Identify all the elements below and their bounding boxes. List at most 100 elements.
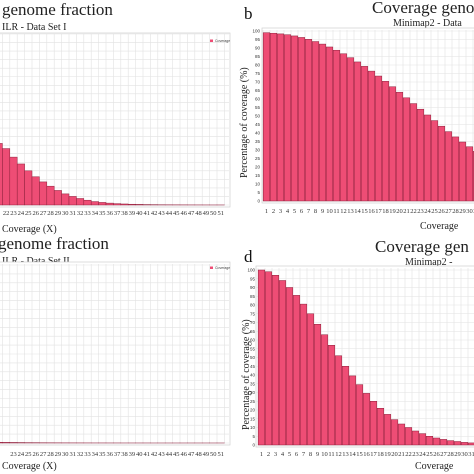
x-tick-label: 39 [129, 451, 136, 458]
y-tick-label: 5 [257, 190, 260, 195]
panel-b-xlabel: Coverage [420, 221, 459, 232]
bar [395, 91, 404, 202]
x-tick-label: 37 [114, 210, 121, 217]
bar [418, 433, 427, 446]
x-tick-label: 26 [32, 451, 39, 458]
y-tick-label: 35 [255, 139, 261, 144]
x-tick-label: 22 [3, 210, 10, 217]
x-tick-label: 26 [32, 210, 39, 217]
bar [346, 57, 355, 202]
panel-b-ylabel: Percentage of coverage (%) [239, 67, 250, 178]
x-tick-label: 32 [77, 451, 84, 458]
bar [444, 131, 453, 202]
panel-d-y-ticks: 0 5 10 15 20 25 30 35 40 45 50 55 60 65 70 75 80 85 90 95 10… [247, 268, 255, 448]
x-tick-label: 26 [438, 208, 445, 215]
bar [402, 97, 411, 202]
x-tick-label: 12 [340, 208, 347, 215]
bar [135, 204, 144, 206]
x-tick-label: 23 [10, 451, 17, 458]
bar [76, 198, 85, 206]
bar [264, 271, 273, 446]
bar [127, 203, 136, 206]
bar [285, 287, 294, 446]
x-tick-label: 21 [403, 208, 410, 215]
x-tick-label: 50 [210, 451, 217, 458]
x-tick-label: 2 [267, 451, 270, 458]
y-tick-label: 65 [250, 329, 256, 334]
panel-b-subtitle: Minimap2 - Data [393, 18, 462, 29]
y-tick-label: 80 [255, 63, 261, 68]
bar [306, 313, 315, 446]
x-tick-label: 29 [55, 451, 62, 458]
bar [2, 148, 11, 206]
x-tick-label: 27 [40, 451, 47, 458]
bar [327, 345, 336, 446]
bar [374, 75, 383, 202]
y-tick-label: 80 [250, 303, 256, 308]
bar [390, 419, 399, 446]
y-tick-label: 50 [250, 355, 256, 360]
x-tick-label: 3 [274, 451, 277, 458]
panel-c-xlabel: Coverage (X) [2, 461, 57, 472]
x-tick-label: 51 [217, 210, 224, 217]
x-tick-label: 13 [342, 451, 349, 458]
x-tick-label: 17 [370, 451, 377, 458]
panel-c-legend-swatch [210, 266, 213, 269]
panel-a-title: genome fraction [2, 0, 113, 19]
x-tick-label: 25 [426, 451, 433, 458]
x-tick-label: 36 [106, 210, 113, 217]
x-tick-label: 4 [281, 451, 285, 458]
bar [113, 203, 122, 206]
bar [297, 37, 306, 202]
x-tick-label: 43 [158, 451, 165, 458]
x-tick-label: 17 [375, 208, 382, 215]
x-tick-label: 14 [349, 451, 356, 458]
x-tick-label: 34 [92, 210, 99, 217]
x-tick-label: 47 [188, 451, 195, 458]
x-tick-label: 19 [389, 208, 396, 215]
x-tick-label: 6 [295, 451, 299, 458]
panel-c: genome fraction ILR - Data Set II 23 24 25… [0, 234, 231, 472]
x-tick-label: 49 [203, 210, 210, 217]
bar [299, 303, 308, 446]
panel-d-subtitle: Minimap2 - [405, 257, 453, 268]
bar [409, 103, 418, 202]
x-tick-label: 8 [309, 451, 312, 458]
x-tick-label: 23 [417, 208, 424, 215]
bar [369, 401, 378, 446]
y-tick-label: 15 [250, 416, 256, 421]
panel-c-title: genome fraction [0, 234, 109, 253]
panel-a: genome fraction ILR - Data Set I 22 23 24 2… [0, 0, 231, 235]
y-tick-label: 0 [257, 199, 260, 204]
x-tick-label: 41 [143, 210, 150, 217]
x-tick-label: 9 [321, 208, 324, 215]
x-tick-label: 30 [62, 451, 69, 458]
bar [353, 61, 362, 202]
bar [311, 41, 320, 202]
x-tick-label: 27 [445, 208, 452, 215]
panel-c-legend-label: Coverage [215, 266, 230, 270]
bar [339, 53, 348, 202]
bar [105, 202, 114, 206]
x-tick-label: 23 [10, 210, 17, 217]
panel-c-bars [0, 442, 225, 444]
bar [439, 439, 448, 446]
y-tick-label: 20 [255, 165, 261, 170]
x-tick-label: 44 [166, 451, 173, 458]
x-tick-label: 16 [368, 208, 375, 215]
y-tick-label: 10 [250, 425, 256, 430]
x-tick-label: 2 [272, 208, 275, 215]
bar [348, 375, 357, 446]
y-tick-label: 85 [255, 54, 261, 59]
x-tick-label: 13 [347, 208, 354, 215]
x-tick-label: 15 [361, 208, 368, 215]
x-tick-label: 28 [47, 210, 54, 217]
x-tick-label: 27 [40, 210, 47, 217]
bar [367, 70, 376, 202]
bar [90, 201, 99, 206]
bar [98, 202, 107, 206]
y-tick-label: 75 [255, 71, 261, 76]
x-tick-label: 29 [454, 451, 461, 458]
bar [262, 32, 271, 202]
